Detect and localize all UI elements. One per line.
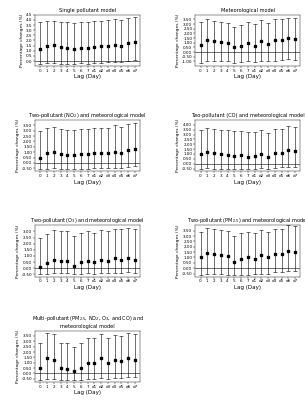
X-axis label: Lag (Day): Lag (Day) (74, 180, 101, 185)
Title: Single pollutant model: Single pollutant model (59, 8, 116, 13)
Y-axis label: Percentage changes (%): Percentage changes (%) (176, 14, 180, 67)
Y-axis label: Percentage changes (%): Percentage changes (%) (176, 224, 180, 278)
X-axis label: Lag (Day): Lag (Day) (234, 74, 261, 79)
Y-axis label: Percentage changes (%): Percentage changes (%) (20, 14, 24, 67)
Y-axis label: Percentage changes (%): Percentage changes (%) (16, 330, 20, 383)
X-axis label: Lag (Day): Lag (Day) (234, 180, 261, 185)
Y-axis label: Percentage changes (%): Percentage changes (%) (16, 224, 20, 278)
Title: Two-pollutant (CO) and meteorological model: Two-pollutant (CO) and meteorological mo… (191, 113, 305, 118)
X-axis label: Lag (Day): Lag (Day) (74, 285, 101, 290)
X-axis label: Lag (Day): Lag (Day) (74, 74, 101, 79)
Title: Multi-pollutant (PM$_{2.5}$, NO$_2$, O$_3$, and CO) and
meteorological model: Multi-pollutant (PM$_{2.5}$, NO$_2$, O$_… (32, 314, 144, 329)
Title: Two-pollutant (NO$_2$) and meteorological model: Two-pollutant (NO$_2$) and meteorologica… (28, 111, 147, 120)
Title: Two-pollutant (PM$_{2.5}$) and meteorological model: Two-pollutant (PM$_{2.5}$) and meteorolo… (187, 216, 305, 225)
Y-axis label: Percentage changes (%): Percentage changes (%) (16, 119, 20, 172)
Title: Meteorological model: Meteorological model (221, 8, 275, 13)
Title: Two-pollutant (O$_3$) and meteorological model: Two-pollutant (O$_3$) and meteorological… (30, 216, 145, 225)
X-axis label: Lag (Day): Lag (Day) (234, 285, 261, 290)
X-axis label: Lag (Day): Lag (Day) (74, 390, 101, 395)
Y-axis label: Percentage changes (%): Percentage changes (%) (176, 119, 180, 172)
